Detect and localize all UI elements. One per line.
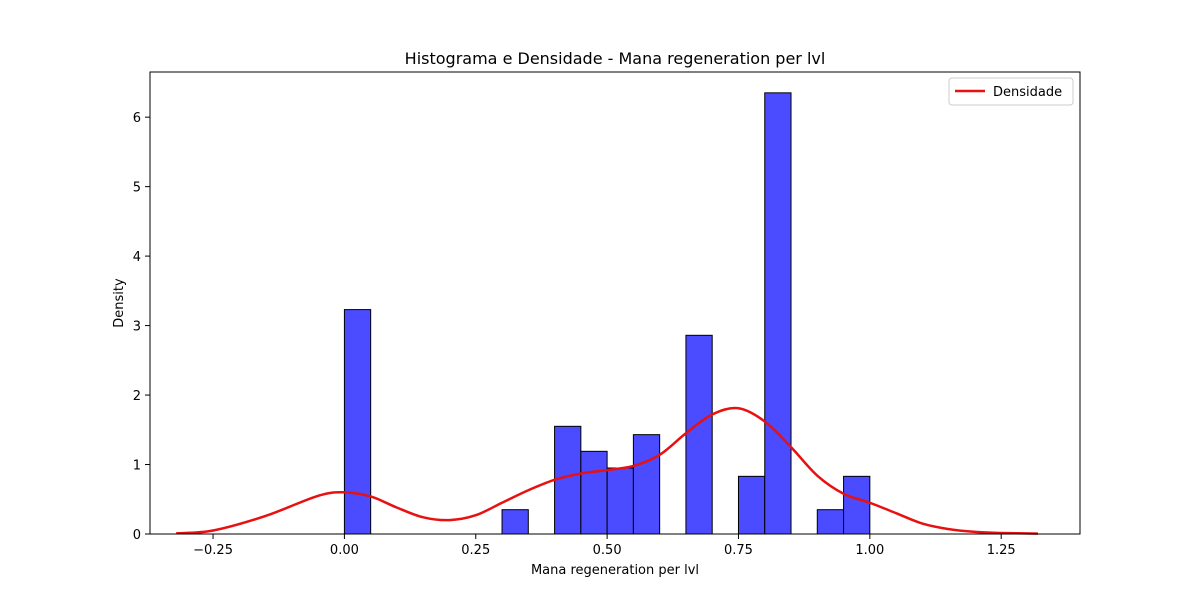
x-axis-ticks: −0.25 0.00 0.25 0.50 0.75 1.00 1.25 <box>193 534 1016 558</box>
legend-box <box>948 77 1074 106</box>
legend: Densidade <box>948 77 1074 106</box>
histogram-bar <box>632 434 661 535</box>
y-tick-label: 6 <box>133 111 141 126</box>
x-tick-label: 0.25 <box>461 543 490 558</box>
density-line-densidade <box>176 406 1038 535</box>
y-tick-label: 5 <box>133 181 141 196</box>
histogram-bar <box>501 509 529 535</box>
y-tick-label: 4 <box>133 250 141 265</box>
histogram-bars <box>343 92 871 535</box>
legend-label-densidade: Densidade <box>993 85 1062 100</box>
y-axis-ticks: 0 1 2 3 4 5 6 <box>133 111 150 543</box>
x-tick-label: −0.25 <box>193 543 233 558</box>
x-tick-label: 0.50 <box>593 543 622 558</box>
y-tick-label: 1 <box>133 459 141 474</box>
x-tick-label: 0.00 <box>330 543 359 558</box>
histogram-bar <box>685 334 713 535</box>
histogram-bar <box>343 309 372 535</box>
y-tick-label: 0 <box>133 528 141 543</box>
plot-frame <box>149 71 1081 535</box>
y-axis-label: Density <box>112 278 127 328</box>
chart-title: Histograma e Densidade - Mana regenerati… <box>405 49 826 68</box>
x-tick-label: 1.25 <box>987 543 1016 558</box>
histogram-bar <box>737 475 766 535</box>
histogram-bar <box>606 467 634 535</box>
histogram-bar <box>554 425 582 535</box>
x-tick-label: 0.75 <box>724 543 753 558</box>
histogram-bar <box>816 509 845 535</box>
y-tick-label: 2 <box>133 389 141 404</box>
histogram-bar <box>764 92 792 535</box>
x-axis-label: Mana regeneration per lvl <box>531 563 699 578</box>
y-tick-label: 3 <box>133 320 141 335</box>
density-curve <box>176 406 1038 535</box>
histogram-bar <box>580 450 608 535</box>
x-tick-label: 1.00 <box>855 543 884 558</box>
histogram-bar <box>843 475 871 535</box>
